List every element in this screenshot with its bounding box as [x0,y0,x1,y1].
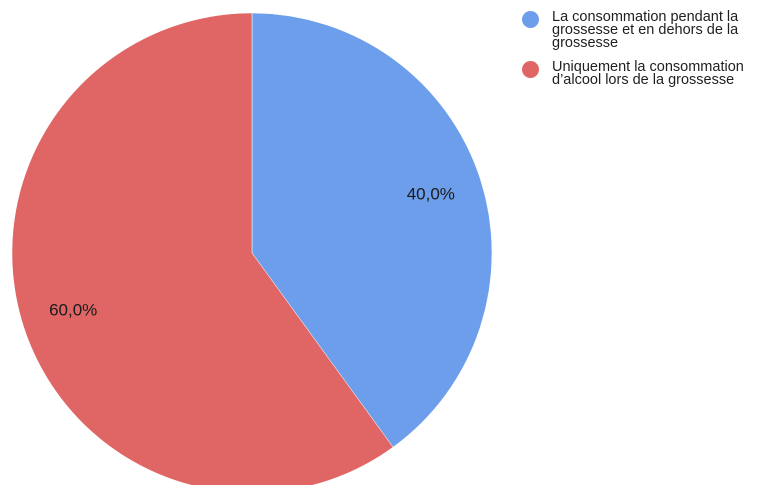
legend-label: La consommation pendant la grossesse et … [552,9,739,51]
legend-item-pregnancy-only: Uniquement la consommation d’alcool lors… [522,59,772,88]
pie-slice-1 [251,12,493,448]
slice-data-label-1: 40,0% [407,184,455,203]
legend-label: Uniquement la consommation d’alcool lors… [552,59,744,88]
legend-swatch-red [522,61,539,78]
legend-swatch-blue [522,11,539,28]
legend-item-both-periods: La consommation pendant la grossesse et … [522,9,772,51]
slice-data-label-2: 60,0% [49,301,97,320]
legend: La consommation pendant la grossesse et … [522,9,772,98]
pie-slice-2 [11,12,394,485]
